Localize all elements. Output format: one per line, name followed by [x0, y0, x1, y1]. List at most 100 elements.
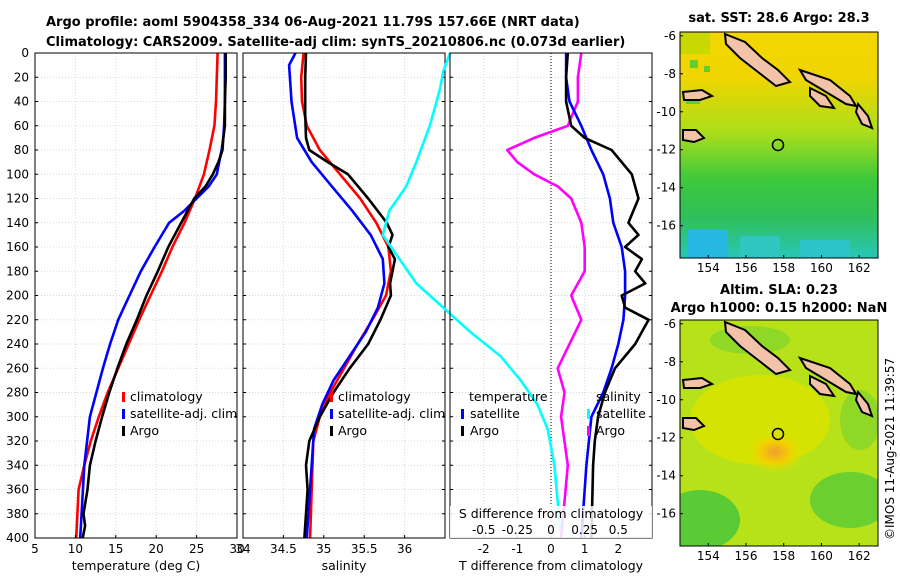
salinity-series-argo — [303, 52, 397, 539]
difference-x-tick-label: 2 — [615, 542, 623, 556]
depth-tick-label: 240 — [6, 337, 29, 351]
legend-entry: Argo — [130, 423, 159, 438]
sla-map-title: Altim. SLA: 0.23 — [720, 283, 838, 298]
legend-swatch — [122, 409, 125, 419]
sla-map-details — [680, 326, 878, 546]
salinity-panel: 34 34.5 35 35.5 36 salinity climatology satelli… — [235, 52, 446, 573]
difference-panel: -2 -1 0 1 2 T difference from climatology temp… — [381, 52, 653, 573]
legend-entry-left: satellite — [470, 406, 520, 421]
sst-map-field — [680, 32, 878, 258]
legend-entry-left: Argo — [470, 423, 499, 438]
depth-tick-label: 380 — [6, 507, 29, 521]
map-lon-tick-label: 154 — [697, 549, 720, 563]
difference-x-axis-label: T difference from climatology — [458, 558, 644, 573]
depth-tick-label: 280 — [6, 386, 29, 400]
legend-entry-right: satellite — [596, 406, 646, 421]
sla-map-coastlines — [681, 320, 874, 432]
map-lat-tick-label: -6 — [664, 317, 676, 331]
depth-tick-label: 100 — [6, 167, 29, 181]
difference-series-salinity-satellite — [564, 53, 627, 539]
map-lon-tick-label: 156 — [735, 261, 758, 275]
difference-x-tick-label: -2 — [478, 542, 490, 556]
legend-entry-left: temperature — [469, 389, 548, 404]
s-difference-axis-label: S difference from climatology — [459, 506, 644, 521]
sla-map-panel: Altim. SLA: 0.23 Argo h1000: 0.15 h2000:… — [656, 283, 888, 563]
map-lon-tick-label: 162 — [848, 261, 871, 275]
salinity-x-tick-label: 35.5 — [351, 542, 378, 556]
salinity-x-tick-label: 34 — [235, 542, 250, 556]
map-lon-tick-label: 156 — [735, 549, 758, 563]
depth-tick-label: 180 — [6, 264, 29, 278]
temperature-series-argo — [81, 53, 227, 539]
map-lat-tick-label: -10 — [656, 105, 676, 119]
map-lat-tick-label: -12 — [656, 431, 676, 445]
difference-series-temperature-argo — [505, 52, 587, 539]
depth-tick-label: 20 — [14, 70, 29, 84]
temperature-panel: 0 20 40 60 80 100 120 140 160 180 200 220 240 260 280 3… — [6, 46, 245, 573]
salinity-x-axis-label: salinity — [322, 558, 367, 573]
legend-swatch — [122, 426, 125, 436]
map-lat-tick-label: -6 — [664, 29, 676, 43]
legend-swatch — [587, 409, 590, 419]
map-lon-tick-label: 160 — [810, 549, 833, 563]
depth-tick-label: 60 — [14, 119, 29, 133]
sst-map-details — [680, 32, 850, 258]
salinity-x-tick-label: 35 — [316, 542, 331, 556]
map-lon-tick-label: 162 — [848, 549, 871, 563]
map-lon-tick-label: 158 — [772, 549, 795, 563]
temperature-series-climatology — [74, 52, 219, 539]
legend-entry: Argo — [338, 423, 367, 438]
map-lat-tick-label: -10 — [656, 393, 676, 407]
s-difference-tick-label: 0.25 — [571, 523, 598, 537]
legend-entry-right: salinity — [596, 389, 641, 404]
sst-argo-marker — [771, 138, 785, 152]
salinity-series-satellite-adj-clim — [287, 52, 386, 539]
sst-map-title: sat. SST: 28.6 Argo: 28.3 — [688, 11, 869, 26]
s-difference-tick-label: 0 — [547, 523, 555, 537]
difference-series-temperature-satellite — [381, 52, 563, 539]
map-lat-tick-label: -16 — [656, 219, 676, 233]
sla-map-subtitle: Argo h1000: 0.15 h2000: NaN — [671, 301, 888, 316]
map-lat-tick-label: -14 — [656, 181, 676, 195]
s-difference-tick-label: -0.5 — [472, 523, 495, 537]
temperature-x-tick-label: 10 — [68, 542, 83, 556]
footer-timestamp: ©IMOS 11-Aug-2021 11:39:57 — [883, 358, 897, 540]
legend-entry: satellite-adj. clim — [338, 406, 445, 421]
depth-tick-label: 220 — [6, 313, 29, 327]
legend-swatch — [330, 409, 333, 419]
map-lon-tick-label: 154 — [697, 261, 720, 275]
map-lon-tick-label: 158 — [772, 261, 795, 275]
s-difference-tick-label: 0.5 — [609, 523, 628, 537]
depth-tick-label: 320 — [6, 434, 29, 448]
difference-x-tick-label: -1 — [511, 542, 523, 556]
temperature-x-tick-label: 5 — [31, 542, 39, 556]
figure-title-line1: Argo profile: aoml 5904358_334 06-Aug-20… — [46, 15, 580, 30]
salinity-series-climatology — [299, 52, 393, 539]
sla-argo-marker — [771, 427, 785, 441]
sst-map-panel: sat. SST: 28.6 Argo: 28.3 154 156 158 160 16… — [656, 11, 879, 275]
legend-swatch — [122, 392, 125, 402]
legend-swatch — [587, 426, 590, 436]
legend-entry: satellite-adj. clim — [130, 406, 237, 421]
depth-tick-label: 360 — [6, 483, 29, 497]
legend-swatch — [330, 392, 333, 402]
depth-tick-label: 0 — [21, 46, 29, 60]
temperature-x-tick-label: 30 — [229, 542, 244, 556]
map-lat-tick-label: -12 — [656, 143, 676, 157]
difference-x-tick-label: 1 — [581, 542, 589, 556]
salinity-x-tick-label: 36 — [397, 542, 412, 556]
depth-tick-label: 400 — [6, 531, 29, 545]
depth-tick-label: 140 — [6, 216, 29, 230]
depth-tick-label: 260 — [6, 361, 29, 375]
temperature-x-axis-label: temperature (deg C) — [72, 558, 201, 573]
map-lat-tick-label: -8 — [664, 355, 676, 369]
depth-tick-label: 120 — [6, 192, 29, 206]
temperature-x-tick-label: 20 — [149, 542, 164, 556]
temperature-x-tick-label: 25 — [189, 542, 204, 556]
map-lat-tick-label: -14 — [656, 469, 676, 483]
temperature-x-tick-label: 15 — [108, 542, 123, 556]
sst-map-coastlines — [681, 32, 874, 144]
map-lon-tick-label: 160 — [810, 261, 833, 275]
map-lat-tick-label: -16 — [656, 507, 676, 521]
